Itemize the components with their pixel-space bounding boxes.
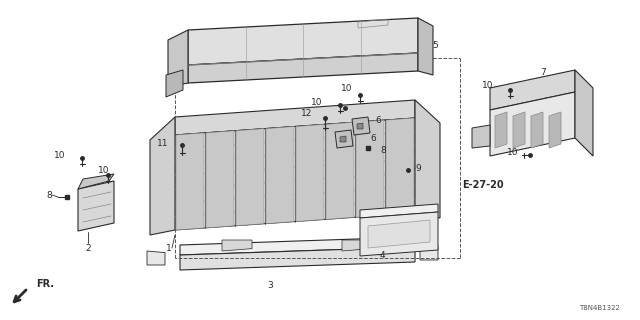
Text: 10: 10 bbox=[98, 165, 109, 174]
Polygon shape bbox=[415, 100, 440, 218]
Text: 6: 6 bbox=[375, 116, 381, 124]
Text: 10: 10 bbox=[310, 98, 322, 107]
Text: 10: 10 bbox=[340, 84, 352, 92]
Polygon shape bbox=[222, 240, 252, 251]
Polygon shape bbox=[549, 112, 561, 148]
Polygon shape bbox=[166, 70, 183, 97]
Text: 8: 8 bbox=[380, 146, 386, 155]
Polygon shape bbox=[168, 30, 188, 87]
Text: 10: 10 bbox=[54, 150, 65, 159]
Text: 10: 10 bbox=[506, 148, 518, 156]
Text: 8: 8 bbox=[46, 190, 52, 199]
Polygon shape bbox=[176, 133, 204, 230]
Polygon shape bbox=[296, 124, 324, 221]
Text: 1: 1 bbox=[166, 244, 172, 252]
Text: 11: 11 bbox=[157, 139, 168, 148]
Polygon shape bbox=[206, 131, 234, 228]
Text: 6: 6 bbox=[370, 133, 376, 142]
Polygon shape bbox=[418, 18, 433, 75]
Text: FR.: FR. bbox=[36, 279, 54, 289]
Polygon shape bbox=[360, 212, 438, 256]
Text: T8N4B1322: T8N4B1322 bbox=[579, 305, 620, 311]
Polygon shape bbox=[188, 53, 418, 83]
Polygon shape bbox=[490, 70, 575, 110]
Polygon shape bbox=[180, 237, 415, 255]
Text: E-27-20: E-27-20 bbox=[462, 180, 504, 190]
Text: 4: 4 bbox=[380, 251, 386, 260]
Polygon shape bbox=[513, 112, 525, 148]
Polygon shape bbox=[472, 125, 490, 148]
Polygon shape bbox=[175, 100, 415, 135]
Polygon shape bbox=[188, 18, 418, 65]
Polygon shape bbox=[175, 118, 415, 230]
Polygon shape bbox=[335, 130, 353, 148]
Text: 10: 10 bbox=[481, 81, 493, 90]
Polygon shape bbox=[352, 117, 370, 135]
Polygon shape bbox=[490, 92, 575, 156]
Text: 2: 2 bbox=[85, 244, 91, 252]
Polygon shape bbox=[357, 123, 363, 129]
Text: 7: 7 bbox=[540, 68, 546, 76]
Polygon shape bbox=[147, 251, 165, 265]
Polygon shape bbox=[340, 136, 346, 142]
Polygon shape bbox=[342, 240, 372, 251]
Polygon shape bbox=[420, 246, 438, 260]
Polygon shape bbox=[78, 174, 114, 189]
Polygon shape bbox=[266, 126, 294, 224]
Polygon shape bbox=[360, 204, 438, 218]
Text: 9: 9 bbox=[415, 164, 420, 172]
Polygon shape bbox=[180, 247, 415, 270]
Polygon shape bbox=[386, 118, 414, 215]
Polygon shape bbox=[368, 220, 430, 248]
Polygon shape bbox=[575, 70, 593, 156]
Polygon shape bbox=[356, 120, 384, 217]
Polygon shape bbox=[326, 122, 354, 220]
Text: 12: 12 bbox=[301, 108, 312, 117]
Polygon shape bbox=[78, 181, 114, 231]
Text: 5: 5 bbox=[432, 41, 438, 50]
Text: 3: 3 bbox=[267, 281, 273, 290]
Polygon shape bbox=[495, 112, 507, 148]
Polygon shape bbox=[236, 129, 264, 226]
Polygon shape bbox=[150, 117, 175, 235]
Polygon shape bbox=[531, 112, 543, 148]
